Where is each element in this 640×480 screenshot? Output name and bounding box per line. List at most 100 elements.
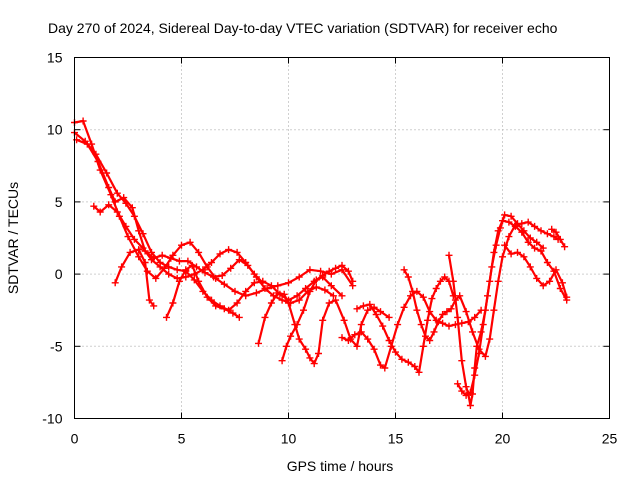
data-point [441, 273, 449, 281]
data-point [439, 319, 447, 327]
data-point [422, 332, 429, 340]
data-point [364, 335, 372, 343]
data-point [558, 279, 566, 287]
data-point [280, 290, 288, 298]
data-point [210, 273, 218, 281]
data-point [524, 218, 532, 226]
data-point [370, 345, 378, 353]
series-track-4 [90, 201, 267, 287]
data-point [419, 342, 427, 350]
data-point [242, 287, 250, 295]
data-point [469, 328, 476, 336]
data-point [439, 311, 447, 318]
data-point [366, 300, 374, 308]
data-point [458, 357, 466, 365]
data-point [182, 266, 190, 274]
data-point [315, 350, 322, 357]
data-point [278, 357, 286, 365]
data-point [449, 277, 457, 285]
data-point [233, 299, 241, 307]
data-point [432, 285, 440, 292]
data-point [165, 270, 173, 278]
data-point [550, 233, 558, 241]
data-point [499, 253, 506, 261]
data-point [552, 266, 560, 274]
data-point [321, 286, 329, 294]
data-point [488, 263, 496, 271]
data-point [428, 295, 436, 303]
data-point [325, 299, 333, 307]
data-point [113, 189, 121, 197]
data-point [139, 244, 147, 252]
data-point [229, 309, 237, 317]
data-point [130, 235, 138, 243]
x-tick-label: 20 [495, 431, 511, 447]
data-point [235, 256, 243, 264]
data-point [377, 308, 384, 316]
data-point [462, 308, 470, 316]
data-point [203, 293, 211, 301]
data-point [359, 302, 367, 310]
data-point [556, 285, 564, 292]
data-point [329, 292, 337, 300]
data-point [353, 342, 361, 350]
data-point [259, 279, 267, 287]
data-point [372, 311, 380, 318]
data-point [96, 208, 104, 216]
data-point [357, 321, 365, 329]
series-track-5 [111, 246, 158, 310]
data-point [484, 292, 491, 300]
data-point [312, 283, 320, 291]
data-point [404, 358, 412, 366]
data-point [357, 328, 365, 336]
data-point [312, 276, 320, 284]
data-point [261, 313, 269, 321]
data-point [443, 308, 451, 316]
data-point [216, 250, 224, 258]
data-point [135, 227, 143, 235]
y-tick-label: -5 [50, 338, 63, 354]
data-point [231, 287, 239, 295]
data-point [83, 140, 91, 148]
data-point [466, 402, 474, 409]
data-point [135, 253, 143, 261]
data-point [126, 248, 134, 256]
data-point [148, 248, 155, 256]
data-point [501, 211, 509, 219]
data-point [466, 389, 474, 396]
data-point [514, 248, 521, 256]
x-tick-label: 5 [178, 431, 186, 447]
data-point [255, 339, 262, 347]
data-point [274, 282, 282, 290]
data-point [501, 241, 509, 249]
data-point [505, 233, 513, 241]
data-point [193, 263, 200, 271]
data-point [186, 238, 194, 246]
plot-frame [74, 57, 610, 419]
series-trace [114, 248, 155, 307]
series-track-14 [501, 241, 571, 301]
data-point [409, 287, 417, 295]
y-tick-label: 0 [55, 266, 63, 282]
data-point [404, 273, 412, 281]
data-point [533, 274, 541, 282]
data-point [252, 289, 260, 297]
axis-ticks: 0 5 10 15 20 25 -10 -5 0 5 10 15 [42, 50, 617, 447]
data-point [218, 272, 226, 279]
data-point [520, 227, 528, 235]
data-point [90, 202, 98, 210]
data-point [419, 293, 427, 301]
x-axis-label: GPS time / hours [287, 458, 394, 474]
data-point [507, 250, 515, 258]
data-point [220, 280, 228, 288]
data-point [543, 230, 551, 238]
data-point [295, 273, 303, 281]
data-point [250, 270, 258, 278]
data-point [105, 184, 113, 191]
data-point [377, 361, 384, 369]
data-point [364, 306, 372, 314]
x-tick-label: 0 [71, 431, 79, 447]
data-point [295, 296, 303, 304]
data-point [338, 261, 346, 269]
